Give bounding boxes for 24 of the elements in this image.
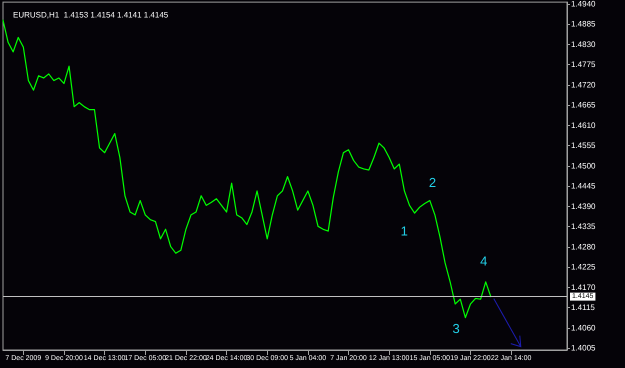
- annotation: 2: [428, 175, 436, 190]
- y-tick-label: 1.4005: [571, 344, 596, 353]
- y-tick-label: 1.4940: [571, 0, 596, 8]
- y-tick-label: 1.4060: [571, 323, 596, 332]
- y-tick-label: 1.4885: [571, 20, 596, 29]
- y-tick-label: 1.4830: [571, 40, 596, 49]
- y-tick-label: 1.4775: [571, 60, 596, 70]
- y-tick-label: 1.4280: [571, 242, 596, 252]
- y-tick-label: 1.4610: [571, 120, 596, 130]
- y-tick-label: 1.4500: [571, 161, 596, 170]
- y-tick-label: 1.4170: [571, 282, 596, 292]
- y-tick-label: 1.4115: [571, 303, 596, 312]
- annotation: 1: [400, 224, 408, 239]
- annotation: 3: [452, 321, 460, 336]
- y-tick-label: 1.4555: [571, 141, 596, 150]
- annotation: 4: [480, 253, 488, 268]
- y-tick-label: 1.4665: [571, 100, 596, 110]
- y-tick-label: 1.4225: [571, 262, 596, 272]
- y-tick-label: 1.4720: [571, 80, 596, 90]
- y-tick-label: 1.4445: [571, 182, 596, 191]
- line-series: [2, 20, 492, 318]
- y-tick-label: 1.4390: [571, 202, 596, 211]
- text: EURUSD,H1 1.4153 1.4154 1.4141 1.4145: [13, 10, 169, 20]
- y-tick-label: 1.4335: [571, 222, 596, 232]
